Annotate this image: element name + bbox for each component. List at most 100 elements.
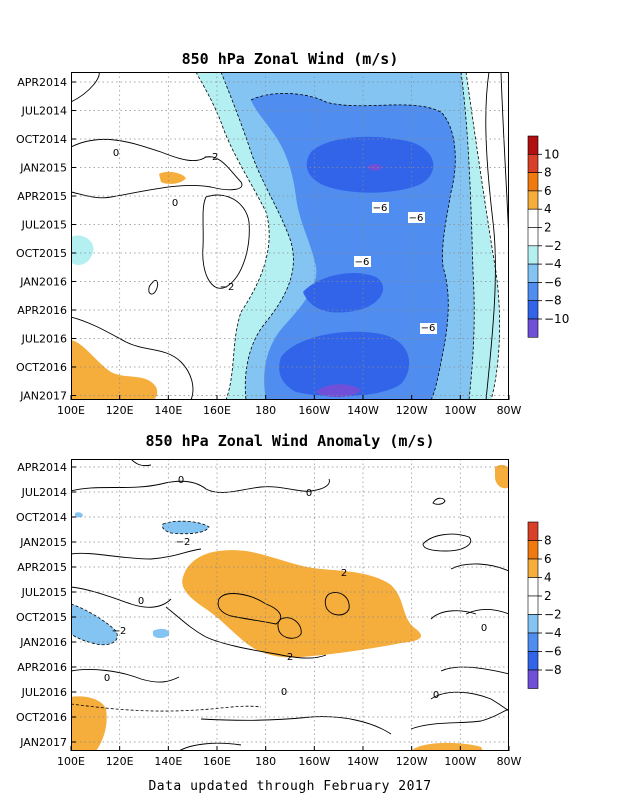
contour-fill-pos4 xyxy=(277,617,302,639)
colorbar-swatch xyxy=(527,318,539,338)
colorbar-swatch xyxy=(527,558,539,578)
x-tick-label: 120E xyxy=(106,755,134,768)
x-tick-label: 160E xyxy=(203,404,231,417)
chart-title: 850 hPa Zonal Wind (m/s) xyxy=(182,50,399,68)
contour-label: −6 xyxy=(421,323,436,334)
footer-note: Data updated through February 2017 xyxy=(148,779,431,794)
x-tick-label: 100W xyxy=(444,404,476,417)
zonal-wind-chart: 850 hPa Zonal Wind (m/s) xyxy=(16,50,569,417)
colorbar-swatch xyxy=(527,135,539,155)
y-tick-label: APR2014 xyxy=(17,76,67,89)
colorbar-label: −4 xyxy=(544,626,562,640)
plot-area: 0 0 −2 −2 −6 −6 −6 −6 xyxy=(71,72,509,400)
x-tick-label: 120W xyxy=(396,404,428,417)
contour-fill-pos2 xyxy=(159,171,186,184)
y-tick-label: JUL2015 xyxy=(21,586,67,599)
x-tick-label: 140W xyxy=(347,404,379,417)
x-tick-label: 140E xyxy=(154,404,182,417)
y-tick-label: JAN2017 xyxy=(19,736,67,749)
zonal-wind-anomaly-chart: 850 hPa Zonal Wind Anomaly (m/s) xyxy=(16,432,562,768)
colorbar-label: 2 xyxy=(544,221,552,235)
contour-fill-neg8 xyxy=(279,331,410,397)
x-tick-label: 180 xyxy=(255,755,276,768)
colorbar-swatch xyxy=(527,190,539,210)
colorbar-label: 4 xyxy=(544,202,552,216)
contour-fill-pos2 xyxy=(495,464,509,489)
contour-label: −2 xyxy=(176,537,191,548)
contour-label: 0 xyxy=(113,148,119,159)
y-tick-label: JUL2015 xyxy=(21,219,67,232)
y-tick-label: JAN2015 xyxy=(19,536,67,549)
contour-label: −6 xyxy=(409,213,424,224)
chart-title: 850 hPa Zonal Wind Anomaly (m/s) xyxy=(146,432,435,450)
colorbar-label: −8 xyxy=(544,294,562,308)
grid xyxy=(71,459,509,751)
contour-label: 0 xyxy=(281,687,287,698)
x-tick-label: 140E xyxy=(154,755,182,768)
contour-label: 2 xyxy=(341,568,347,579)
contour-fill-neg2 xyxy=(75,512,83,518)
grid xyxy=(71,72,509,400)
colorbar-label: −2 xyxy=(544,608,562,622)
contour-fill-pos4 xyxy=(324,592,350,616)
contour-fill-pos4 xyxy=(217,593,282,625)
y-tick-label: APR2015 xyxy=(17,190,67,203)
y-tick-label: OCT2014 xyxy=(16,511,67,524)
y-tick-label: JAN2017 xyxy=(19,390,67,403)
contour-label: −6 xyxy=(373,203,388,214)
colorbar-swatch xyxy=(527,577,539,597)
contour-fill-pos2 xyxy=(71,340,158,400)
colorbar-swatch xyxy=(527,669,539,689)
y-tick-label: APR2015 xyxy=(17,561,67,574)
contour-label: 0 xyxy=(138,596,144,607)
y-tick-label: JAN2016 xyxy=(19,276,67,289)
colorbar-swatch xyxy=(527,300,539,320)
y-tick-label: OCT2016 xyxy=(16,711,67,724)
y-tick-label: JUL2014 xyxy=(21,486,67,499)
contour-label: 0 xyxy=(172,198,178,209)
x-tick-label: 80W xyxy=(497,755,522,768)
colorbar-swatch xyxy=(527,614,539,634)
colorbar-label: 6 xyxy=(544,552,552,566)
colorbar-label: 2 xyxy=(544,589,552,603)
colorbar-swatch xyxy=(527,245,539,265)
contour-fill-neg10 xyxy=(367,164,382,171)
x-tick-label: 100W xyxy=(444,755,476,768)
colorbar-swatch xyxy=(527,172,539,192)
contour-label: −6 xyxy=(355,257,370,268)
colorbar-label: 8 xyxy=(544,166,552,180)
y-tick-label: JUL2014 xyxy=(21,105,67,118)
contour-label: −2 xyxy=(220,282,235,293)
x-tick-label: 80W xyxy=(497,404,522,417)
x-tick-label: 100E xyxy=(57,404,85,417)
colorbar-swatch xyxy=(527,282,539,301)
contour-label: −2 xyxy=(204,152,219,163)
x-tick-label: 140W xyxy=(347,755,379,768)
contour-fill-pos2 xyxy=(71,696,107,751)
contour-label: 0 xyxy=(306,488,312,499)
colorbar-swatch xyxy=(527,595,539,615)
colorbar-label: −4 xyxy=(544,257,562,271)
x-tick-label: 160W xyxy=(298,404,330,417)
contour-label: 0 xyxy=(178,475,184,486)
colorbar-label: −6 xyxy=(544,275,562,289)
contour-fill-pos2 xyxy=(182,550,421,658)
x-tick-label: 120W xyxy=(396,755,428,768)
plot-area: 0 0 0 −2 2 2 −2 0 0 0 0 xyxy=(71,459,509,751)
colorbar-label: 4 xyxy=(544,571,552,585)
x-tick-label: 120E xyxy=(106,404,134,417)
y-tick-label: JUL2016 xyxy=(21,333,67,346)
y-tick-label: JAN2015 xyxy=(19,162,67,175)
contour-fill-neg2 xyxy=(71,604,118,645)
colorbar-label: −2 xyxy=(544,239,562,253)
colorbar-label: −10 xyxy=(544,312,569,326)
x-tick-label: 100E xyxy=(57,755,85,768)
contour-fill-neg10 xyxy=(316,384,361,398)
y-tick-label: APR2016 xyxy=(17,304,67,317)
colorbar-swatch xyxy=(527,263,539,283)
y-tick-label: OCT2015 xyxy=(16,247,67,260)
contour-fill-neg8 xyxy=(306,136,434,193)
x-tick-label: 160W xyxy=(298,755,330,768)
contour-fill-pos2 xyxy=(411,742,483,751)
